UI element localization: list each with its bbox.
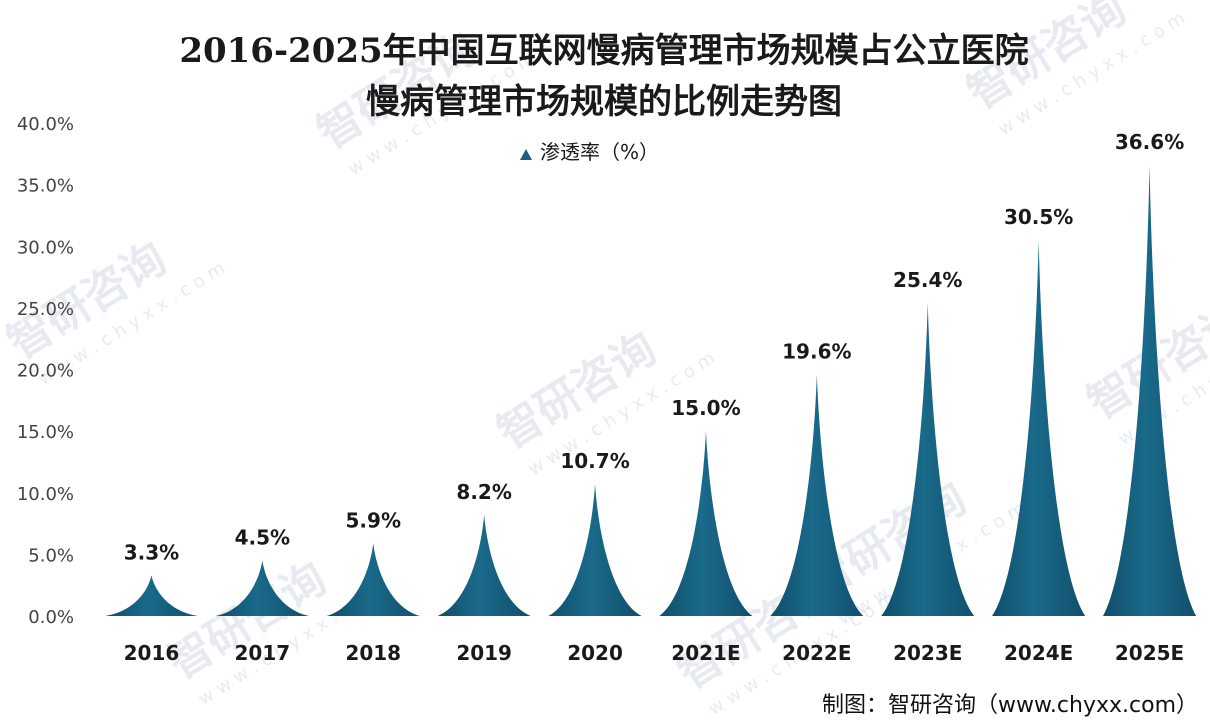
- y-tick-label: 35.0%: [17, 176, 74, 197]
- x-tick-label-2018: 2018: [345, 641, 401, 665]
- x-tick-label-2021E: 2021E: [671, 641, 740, 665]
- spike-bar-2016: [104, 575, 199, 616]
- data-label-2017: 4.5%: [235, 526, 290, 550]
- data-label-2019: 8.2%: [456, 480, 511, 504]
- chart-title-line-1: 2016-2025年中国互联网慢病管理市场规模占公立医院: [179, 31, 1028, 71]
- spike-bar-2022E: [770, 374, 864, 616]
- x-tick-label-2023E: 2023E: [893, 641, 962, 665]
- y-tick-label: 20.0%: [17, 361, 74, 382]
- y-tick-label: 0.0%: [28, 607, 74, 628]
- x-tick-label-2019: 2019: [456, 641, 512, 665]
- data-label-2016: 3.3%: [124, 540, 179, 564]
- x-tick-label-2024E: 2024E: [1004, 641, 1073, 665]
- y-tick-label: 5.0%: [28, 545, 74, 566]
- legend: 渗透率（%）: [520, 140, 659, 164]
- y-tick-label: 15.0%: [17, 422, 74, 443]
- legend-marker-icon: [520, 149, 532, 160]
- spike-series: [104, 164, 1197, 616]
- x-tick-label-2020: 2020: [567, 641, 623, 665]
- x-tick-label-2025E: 2025E: [1115, 641, 1184, 665]
- data-label-2024E: 30.5%: [1004, 205, 1073, 229]
- legend-label: 渗透率（%）: [540, 140, 659, 164]
- spike-bar-2021E: [659, 431, 753, 616]
- source-credit: 制图：智研咨询（www.chyxx.com）: [822, 693, 1198, 718]
- spike-bar-2024E: [992, 240, 1086, 616]
- spike-bar-2019: [437, 514, 531, 616]
- chart-title-line-2: 慢病管理市场规模的比例走势图: [366, 82, 842, 122]
- x-tick-label-2017: 2017: [235, 641, 291, 665]
- data-label-2023E: 25.4%: [893, 268, 962, 292]
- y-tick-label: 25.0%: [17, 299, 74, 320]
- spike-bar-2017: [215, 560, 309, 616]
- y-tick-label: 10.0%: [17, 484, 74, 505]
- data-label-2022E: 19.6%: [782, 339, 851, 363]
- y-axis: 0.0% 5.0% 10.0% 15.0% 20.0% 25.0% 30.0% 35.0% 40…: [17, 114, 74, 628]
- data-label-2020: 10.7%: [560, 449, 629, 473]
- spike-bar-2025E: [1102, 164, 1197, 616]
- data-label-2025E: 36.6%: [1115, 130, 1184, 154]
- x-axis: 2016 2017 2018 2019 2020 2021E 2022E 2023E 2024E…: [124, 641, 1185, 665]
- y-tick-label: 40.0%: [17, 114, 74, 135]
- data-label-2018: 5.9%: [346, 508, 401, 532]
- x-tick-label-2016: 2016: [124, 641, 180, 665]
- data-labels: 3.3% 4.5% 5.9% 8.2% 10.7% 15.0% 19.6% 25.4% 30.5…: [124, 130, 1185, 564]
- spike-bar-2018: [326, 543, 420, 616]
- spike-bar-2020: [548, 484, 642, 616]
- y-tick-label: 30.0%: [17, 237, 74, 258]
- spike-bar-2023E: [881, 302, 975, 616]
- data-label-2021E: 15.0%: [671, 396, 740, 420]
- x-tick-label-2022E: 2022E: [782, 641, 851, 665]
